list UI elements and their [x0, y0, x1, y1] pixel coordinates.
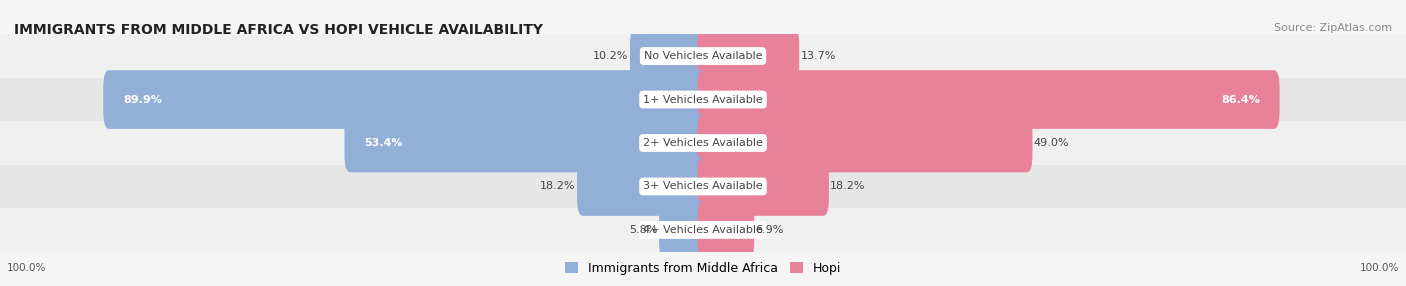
FancyBboxPatch shape	[697, 27, 799, 86]
Text: Source: ZipAtlas.com: Source: ZipAtlas.com	[1274, 23, 1392, 33]
FancyBboxPatch shape	[0, 78, 1406, 121]
FancyBboxPatch shape	[0, 34, 1406, 78]
Text: No Vehicles Available: No Vehicles Available	[644, 51, 762, 61]
Text: 18.2%: 18.2%	[831, 182, 866, 191]
Text: 53.4%: 53.4%	[364, 138, 402, 148]
FancyBboxPatch shape	[0, 121, 1406, 165]
FancyBboxPatch shape	[576, 157, 709, 216]
FancyBboxPatch shape	[344, 114, 709, 172]
Legend: Immigrants from Middle Africa, Hopi: Immigrants from Middle Africa, Hopi	[560, 257, 846, 280]
Text: 18.2%: 18.2%	[540, 182, 575, 191]
FancyBboxPatch shape	[697, 70, 1279, 129]
Text: 100.0%: 100.0%	[1360, 263, 1399, 273]
FancyBboxPatch shape	[0, 165, 1406, 208]
FancyBboxPatch shape	[103, 70, 709, 129]
Text: 4+ Vehicles Available: 4+ Vehicles Available	[643, 225, 763, 235]
Text: 6.9%: 6.9%	[755, 225, 785, 235]
Text: 49.0%: 49.0%	[1033, 138, 1070, 148]
Text: 89.9%: 89.9%	[122, 95, 162, 104]
Text: 86.4%: 86.4%	[1220, 95, 1260, 104]
FancyBboxPatch shape	[630, 27, 709, 86]
FancyBboxPatch shape	[697, 114, 1032, 172]
Text: IMMIGRANTS FROM MIDDLE AFRICA VS HOPI VEHICLE AVAILABILITY: IMMIGRANTS FROM MIDDLE AFRICA VS HOPI VE…	[14, 23, 543, 37]
Text: 1+ Vehicles Available: 1+ Vehicles Available	[643, 95, 763, 104]
Text: 5.8%: 5.8%	[630, 225, 658, 235]
Text: 10.2%: 10.2%	[593, 51, 628, 61]
Text: 3+ Vehicles Available: 3+ Vehicles Available	[643, 182, 763, 191]
Text: 13.7%: 13.7%	[800, 51, 837, 61]
Text: 100.0%: 100.0%	[7, 263, 46, 273]
FancyBboxPatch shape	[697, 200, 754, 259]
FancyBboxPatch shape	[697, 157, 830, 216]
Text: 2+ Vehicles Available: 2+ Vehicles Available	[643, 138, 763, 148]
FancyBboxPatch shape	[659, 200, 709, 259]
FancyBboxPatch shape	[0, 208, 1406, 252]
